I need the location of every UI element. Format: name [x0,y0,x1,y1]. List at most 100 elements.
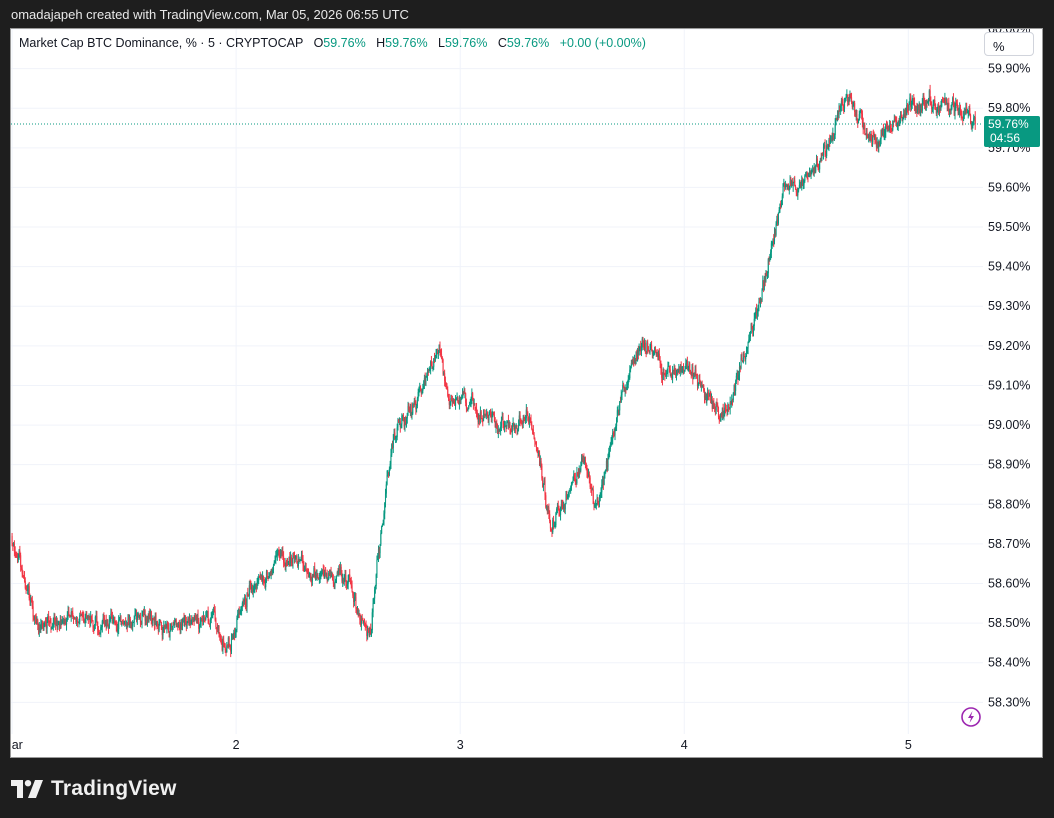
candle-body [339,566,341,572]
candle-body [745,352,748,357]
candle-body [67,611,69,615]
candle-body [814,168,816,172]
candle-body [689,370,692,372]
candle-body [287,562,289,564]
candle-body [888,126,890,130]
candle-body [943,100,945,102]
price-chart[interactable]: 58.30% 58.40% 58.50% 58.60% 58.70% 58.80% 58.9… [11,29,1042,757]
candle-body [651,344,653,350]
candle-body [524,418,527,420]
candle-body [724,407,726,415]
candle-body [208,620,210,624]
candle-body [175,619,177,626]
candle-body [134,613,136,620]
candle-body [461,395,463,398]
candle-body [218,625,220,636]
candle-body [420,390,422,394]
candle-body [435,354,437,357]
candle-body [298,559,300,562]
candle-body [58,621,61,626]
candle-body [619,401,621,411]
candle-body [959,107,961,113]
candle-body [388,468,390,475]
candle-body [391,444,393,455]
chart-panel[interactable]: 58.30% 58.40% 58.50% 58.60% 58.70% 58.80% 58.9… [10,28,1043,758]
candle-body [727,404,729,412]
candle-body [376,559,378,575]
candle-body [958,112,960,114]
legend-low-value: 59.76% [444,36,488,50]
candle-body [954,108,956,116]
candle-body [830,138,832,141]
candle-body [974,117,976,125]
candle-body [639,346,641,349]
candle-body [558,505,560,514]
candle-body [598,501,600,502]
candle-body [561,504,563,506]
percent-scale-button[interactable]: % [984,32,1034,56]
candle-body [535,441,537,443]
candle-body [162,632,164,636]
candle-body [11,535,13,544]
candle-body [346,582,348,587]
candle-body [822,146,825,156]
candle-body [88,617,90,619]
candle-body [591,489,594,491]
candle-body [24,580,26,589]
candle-body [335,579,337,582]
legend-title: Market Cap BTC Dominance, % · 5 · CRYPTO… [19,36,304,50]
candle-body [840,106,842,111]
candle-body [115,623,117,626]
candle-body [895,120,897,122]
candle-body [484,414,486,415]
candle-body [557,505,559,507]
candle-body [728,408,730,409]
candle-body [311,575,313,582]
candle-body [258,576,261,578]
candle-body [769,258,771,260]
candle-body [754,313,756,319]
candle-body [708,396,710,397]
candle-body [688,363,690,368]
candle-body [869,135,871,140]
candle-body [540,461,542,466]
candle-body [468,405,470,409]
candle-body [642,338,644,343]
candle-body [679,369,681,371]
candle-body [710,399,713,404]
bolt-icon[interactable] [961,707,981,727]
candle-body [328,572,330,579]
tradingview-logo[interactable]: TradingView [11,776,177,802]
candle-body [280,553,282,555]
candle-body [354,596,356,599]
legend-change: +0.00 (+0.00%) [559,36,646,50]
candle-body [202,616,205,622]
candle-body [132,622,134,624]
candle-body [441,357,443,360]
candle-body [76,620,78,623]
candle-body [798,185,800,189]
candle-body [187,618,189,624]
candle-body [923,96,925,101]
candle-body [130,621,132,624]
candle-body [35,619,37,623]
candle-body [861,109,863,114]
candle-body [588,474,590,476]
candle-body [216,627,218,629]
candle-body [181,624,183,626]
candle-body [851,101,853,108]
candle-body [127,618,129,627]
candle-body [793,180,795,183]
candle-body [226,645,228,653]
candle-body [481,418,483,421]
candle-body [241,607,243,611]
candle-body [17,555,19,559]
candle-body [498,430,500,432]
candle-body [944,98,946,101]
candle-body [871,135,873,143]
candle-body [871,135,874,143]
candle-body [837,113,839,115]
candle-body [245,603,247,608]
candle-body [833,134,835,140]
candle-body [219,635,221,638]
